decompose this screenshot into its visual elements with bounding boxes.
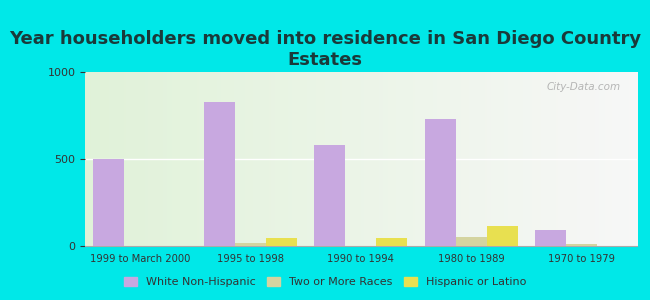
Bar bbox=[235, 243, 266, 246]
Bar bbox=[94, 159, 124, 246]
Bar bbox=[456, 237, 487, 246]
Bar bbox=[536, 230, 566, 246]
Text: Year householders moved into residence in San Diego Country
Estates: Year householders moved into residence i… bbox=[9, 30, 641, 69]
Bar bbox=[204, 102, 235, 246]
Bar bbox=[566, 244, 597, 246]
Bar bbox=[487, 226, 517, 246]
Text: City-Data.com: City-Data.com bbox=[546, 82, 620, 92]
Bar bbox=[266, 238, 296, 246]
Bar bbox=[376, 238, 407, 246]
Legend: White Non-Hispanic, Two or More Races, Hispanic or Latino: White Non-Hispanic, Two or More Races, H… bbox=[120, 272, 530, 291]
Bar bbox=[315, 145, 345, 246]
Bar bbox=[425, 119, 456, 246]
